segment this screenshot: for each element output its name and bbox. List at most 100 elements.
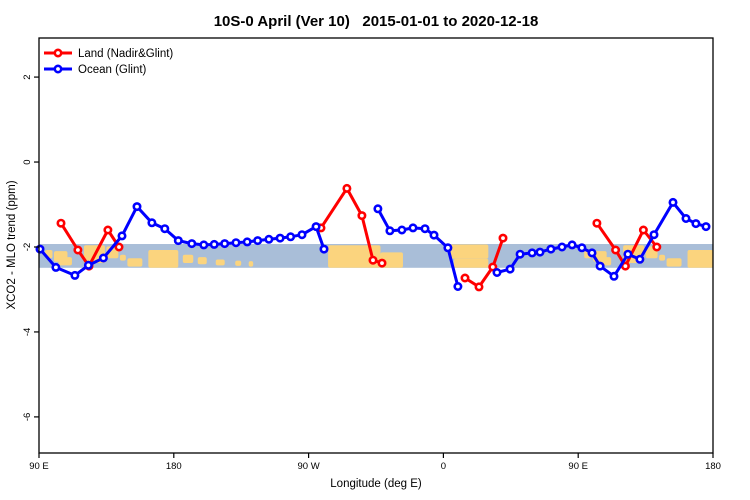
map-strip-land-patch (449, 244, 489, 259)
ocean-series-point (443, 243, 453, 253)
land-series-line (463, 236, 505, 289)
ocean-series-point (173, 236, 183, 246)
ocean-series-point (319, 244, 329, 254)
ocean-series-point (253, 236, 263, 246)
legend: Land (Nadir&Glint) Ocean (Glint) (44, 48, 173, 76)
ocean-series-point (385, 226, 395, 236)
ocean-series-point (231, 238, 241, 248)
ocean-series-point (220, 239, 230, 249)
map-strip-land-patch (687, 249, 713, 268)
ocean-series-point (187, 239, 197, 249)
ocean-series-point (535, 247, 545, 257)
x-tick-label: 90 W (298, 461, 320, 472)
land-series-point (611, 245, 621, 255)
y-tick-label: 2 (22, 74, 33, 79)
y-axis-title: XCO2 - MLO trend (ppm) (6, 180, 18, 309)
ocean-series-point (160, 224, 170, 234)
legend-ocean-label: Ocean (Glint) (78, 64, 147, 76)
ocean-series-point (98, 253, 108, 263)
land-series-point (103, 225, 113, 235)
ocean-series-point (609, 271, 619, 281)
ocean-series-point (264, 234, 274, 244)
land-series-point (342, 183, 352, 193)
ocean-series-point (587, 248, 597, 258)
x-tick-label: 180 (166, 461, 182, 472)
ocean-series-point (275, 233, 285, 243)
ocean-series-point (701, 222, 711, 232)
map-strip-land-patch (248, 261, 254, 267)
ocean-series-point (691, 219, 701, 229)
ocean-series-point (567, 240, 577, 250)
ocean-series-point (242, 237, 252, 247)
y-tick-label: 0 (22, 159, 33, 164)
map-strip-land-patch (197, 257, 207, 265)
ocean-series-point (623, 249, 633, 259)
ocean-series-point (668, 197, 678, 207)
ocean-series-point (408, 223, 418, 233)
land-series-point (73, 245, 83, 255)
y-tick-label: -6 (22, 413, 33, 421)
ocean-series-point (557, 242, 567, 252)
ocean-series-point (649, 230, 659, 240)
legend-item-ocean: Ocean (Glint) (44, 64, 147, 76)
land-series-point (460, 273, 470, 283)
legend-ocean-marker-icon (53, 64, 63, 74)
plot-border (38, 37, 714, 454)
legend-land-marker-icon (53, 48, 63, 58)
map-strip-land-patch (328, 245, 381, 268)
ocean-series-point (681, 214, 691, 224)
map-strip-land-patch (235, 260, 242, 266)
legend-item-land: Land (Nadir&Glint) (44, 48, 173, 60)
ocean-series-point (199, 240, 209, 250)
map-strip-land-patch (453, 258, 489, 268)
ocean-series-point (286, 232, 296, 242)
map-strip-land-patch (127, 258, 143, 267)
x-axis-title: Longitude (deg E) (330, 478, 422, 490)
ocean-series-point (429, 230, 439, 240)
chart-title: 10S-0 April (Ver 10) 2015-01-01 to 2020-… (214, 13, 539, 30)
map-strip-land-patch (666, 258, 682, 267)
ocean-series-point (297, 230, 307, 240)
ocean-series-point (397, 225, 407, 235)
y-tick-label: -4 (22, 328, 33, 336)
ocean-series-point (453, 281, 463, 291)
ocean-series-point (515, 249, 525, 259)
land-series-point (377, 258, 387, 268)
ocean-series-point (117, 231, 127, 241)
land-series-point (652, 242, 662, 252)
series-layer (35, 183, 711, 292)
land-series-point (56, 218, 66, 228)
land-series-point (368, 255, 378, 265)
ocean-series-point (577, 243, 587, 253)
ocean-series-point (595, 261, 605, 271)
map-strip-land-patch (58, 257, 72, 266)
x-tick-label: 90 E (568, 461, 588, 472)
ocean-series-point (147, 218, 157, 228)
ocean-series-point (83, 260, 93, 270)
land-series-point (498, 233, 508, 243)
map-strip-land-patch (148, 249, 179, 268)
ocean-series-point (505, 264, 515, 274)
map-strip-land-patch (659, 254, 666, 261)
x-tick-label: 180 (705, 461, 721, 472)
ocean-series-point (311, 222, 321, 232)
x-tick-label: 90 E (29, 461, 49, 472)
ocean-series-point (635, 254, 645, 264)
ocean-series-point (546, 244, 556, 254)
ocean-series-point (51, 262, 61, 272)
map-strip-land-patch (119, 254, 126, 261)
ocean-series-point (209, 239, 219, 249)
land-series-point (474, 282, 484, 292)
legend-land-label: Land (Nadir&Glint) (78, 48, 173, 60)
land-series-point (620, 261, 630, 271)
map-strip-land-patch (215, 259, 225, 266)
map-strip-land-patch (182, 254, 194, 264)
y-tick-label: -2 (22, 243, 33, 251)
x-tick-label: 0 (441, 461, 446, 472)
land-series-point (357, 211, 367, 221)
land-series-point (488, 262, 498, 272)
ocean-series-point (527, 248, 537, 258)
ocean-series-point (373, 204, 383, 214)
